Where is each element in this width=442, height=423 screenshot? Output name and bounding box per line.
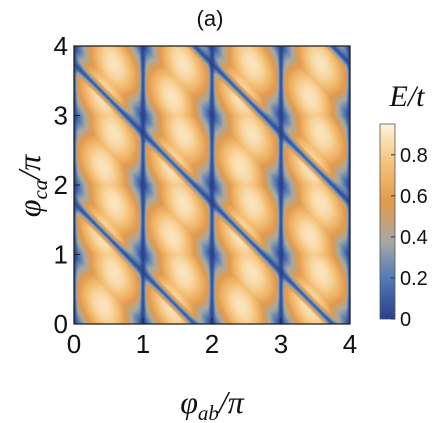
heatmap-canvas	[74, 46, 350, 324]
x-tick-label: 4	[343, 329, 357, 359]
colorbar-title: E/t	[389, 80, 426, 113]
y-ticks: 0 1 2 3 4	[54, 31, 80, 339]
colorbar	[379, 123, 396, 320]
x-tick-label: 0	[67, 329, 81, 359]
x-axis-label: φab/π	[180, 384, 245, 423]
y-tick-label: 0	[54, 309, 68, 339]
y-tick-label: 4	[54, 31, 68, 61]
colorbar-ticks: 0 0.2 0.4 0.6 0.8	[391, 145, 428, 331]
y-tick-label: 3	[54, 101, 68, 131]
y-tick-label: 1	[54, 240, 68, 270]
panel-label: (a)	[197, 6, 224, 31]
y-axis-label: φca/π	[11, 154, 52, 217]
x-tick-label: 1	[136, 329, 150, 359]
y-tick-label: 2	[54, 170, 68, 200]
colorbar-tick-label: 0.8	[400, 145, 428, 167]
colorbar-tick-label: 0.6	[400, 186, 428, 208]
colorbar-tick-label: 0	[400, 309, 411, 331]
x-tick-label: 3	[274, 329, 288, 359]
colorbar-tick-label: 0.2	[400, 268, 428, 290]
heatmap-area	[74, 46, 350, 324]
colorbar-tick-label: 0.4	[400, 227, 428, 249]
x-tick-label: 2	[205, 329, 219, 359]
x-ticks: 0 1 2 3 4	[67, 318, 357, 359]
